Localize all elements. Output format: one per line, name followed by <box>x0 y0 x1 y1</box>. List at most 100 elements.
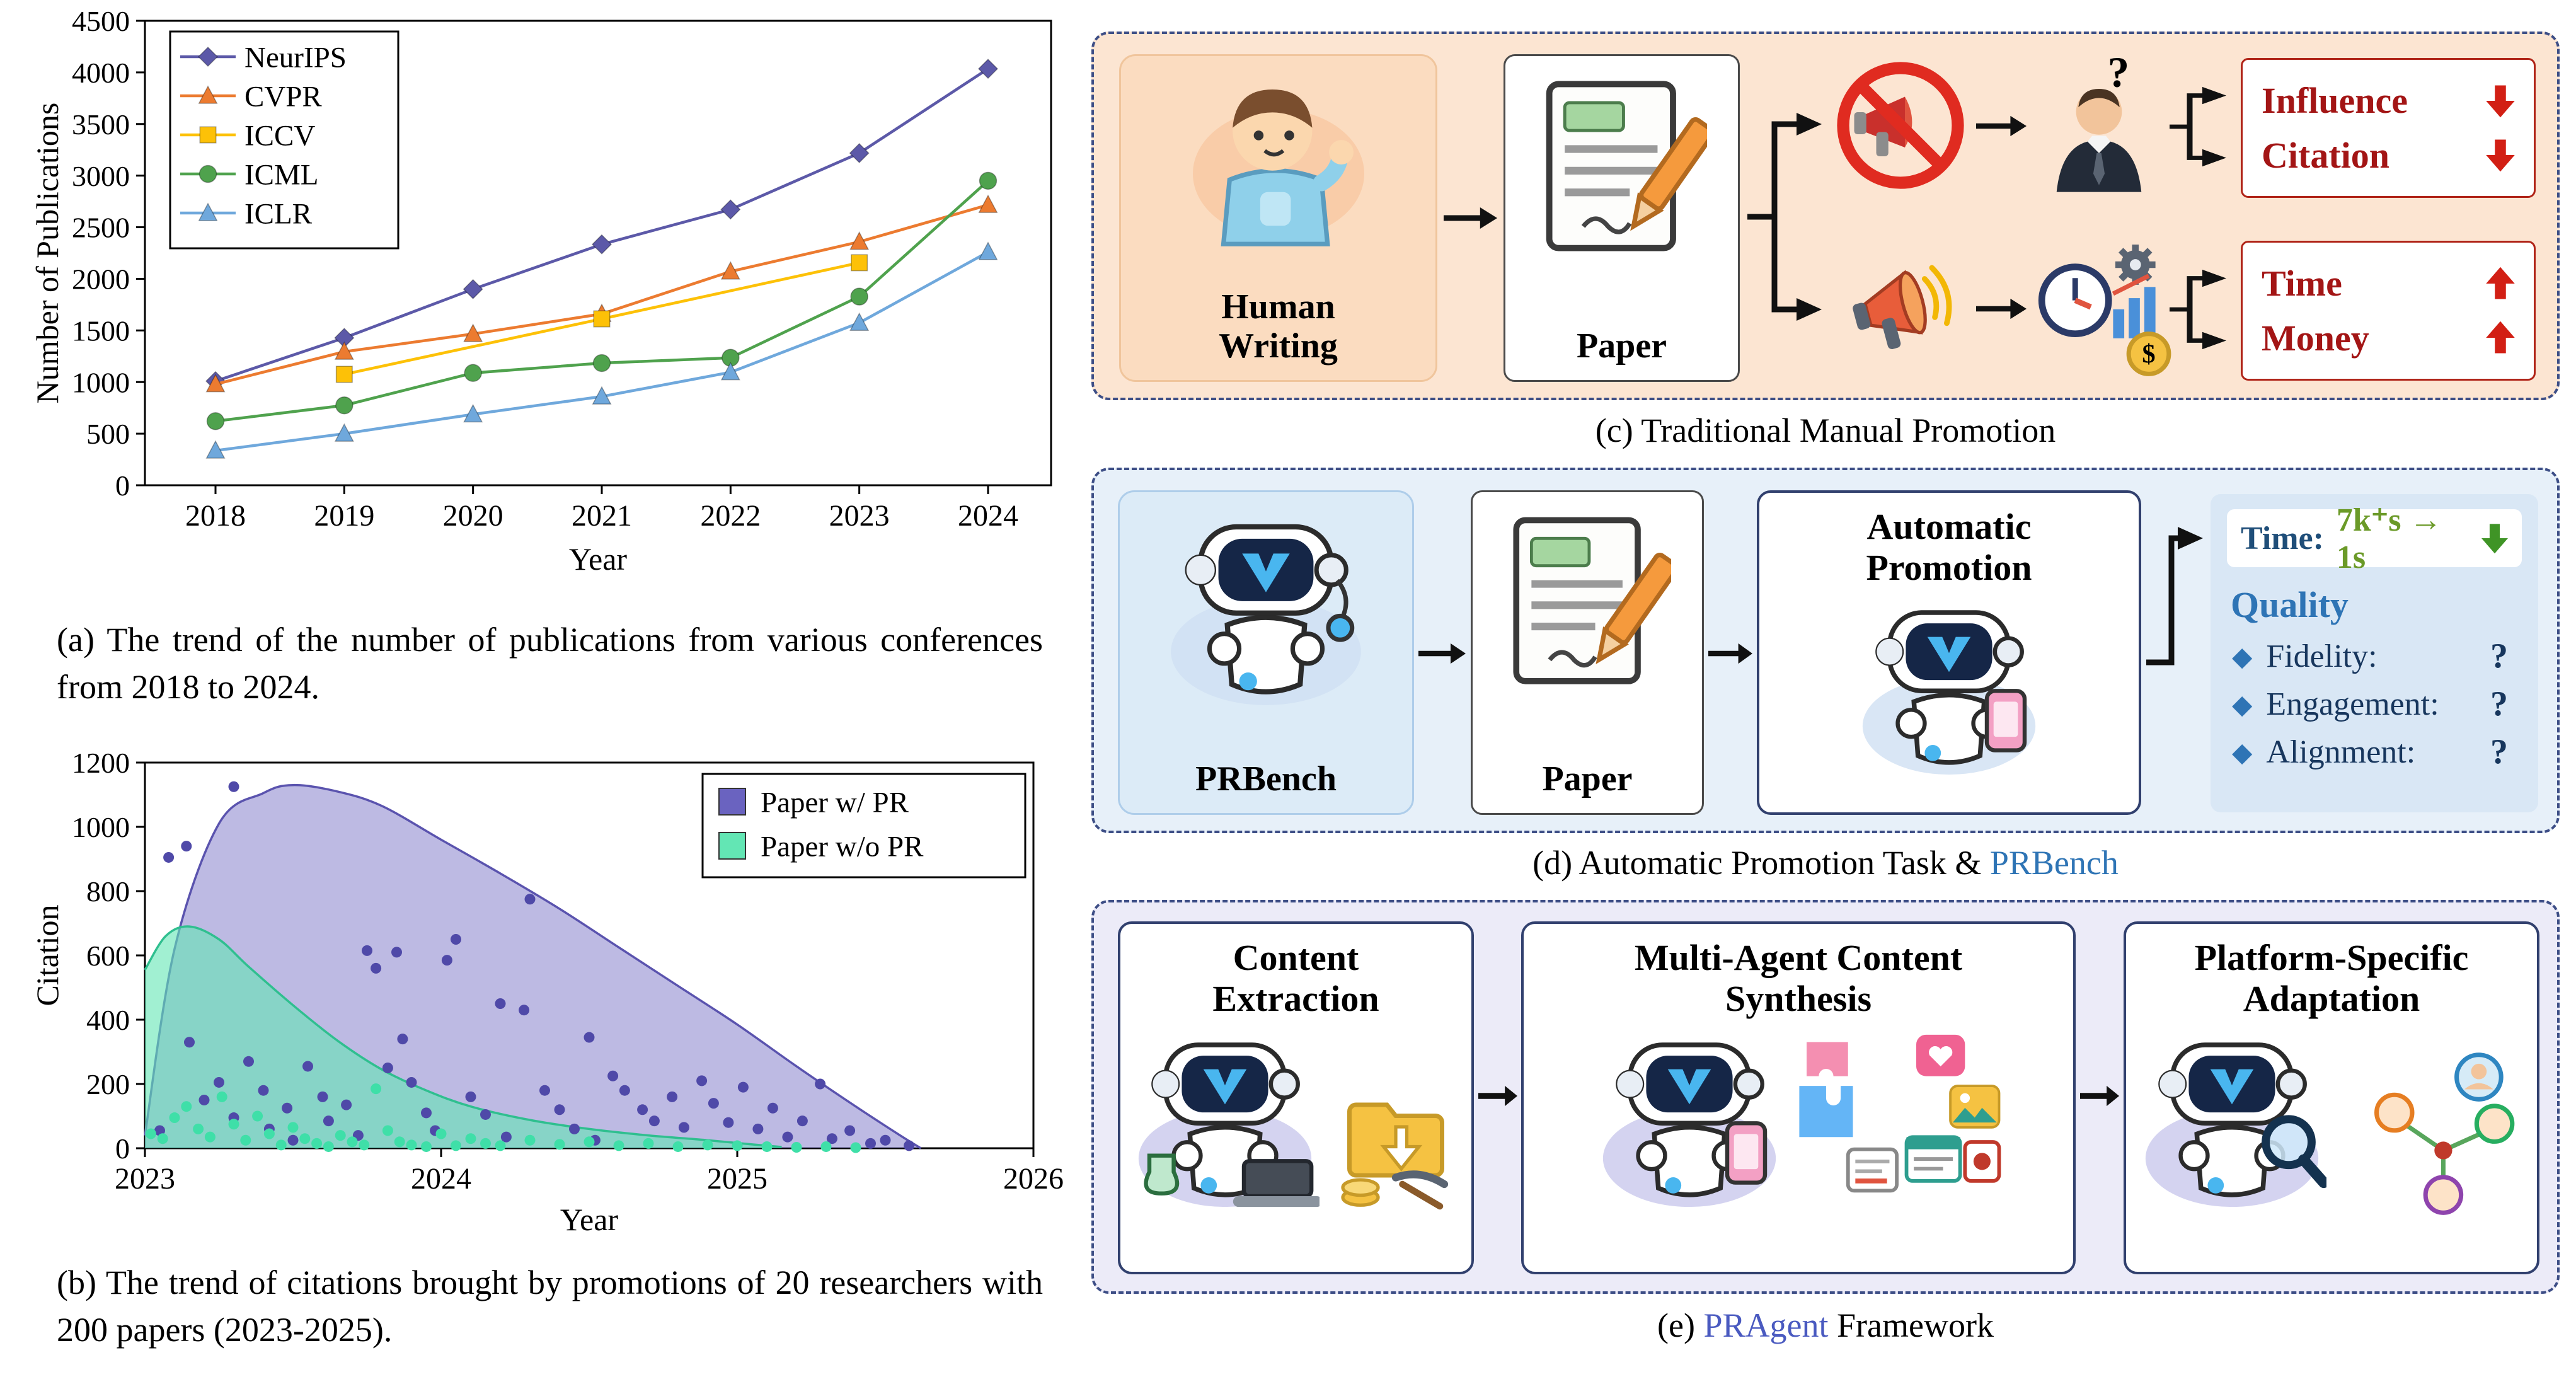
paper-card: Paper <box>1471 490 1704 815</box>
stage-title: Platform-Specific Adaptation <box>2194 937 2469 1019</box>
promotion-robot-icon <box>1854 594 2044 783</box>
svg-text:2025: 2025 <box>707 1162 768 1196</box>
svg-text:2023: 2023 <box>115 1162 175 1196</box>
arrow-right-icon <box>1976 298 2027 320</box>
paper-document-icon <box>1512 517 1671 684</box>
panel-traditional-promotion: Human Writing Paper <box>1091 32 2560 400</box>
svg-text:2020: 2020 <box>443 499 503 533</box>
legend <box>701 773 1026 879</box>
down-arrow-icon <box>2486 85 2515 118</box>
svg-text:2022: 2022 <box>700 499 761 533</box>
paper-card-label: Paper <box>1576 326 1667 366</box>
svg-text:1200: 1200 <box>72 747 130 779</box>
synthesis-robot-icon <box>1595 1026 1784 1215</box>
stage-title: Multi-Agent Content Synthesis <box>1634 937 1963 1019</box>
caption-b: (b) The trend of citations brought by pr… <box>57 1264 1043 1349</box>
no-promotion-icon <box>1837 62 1964 189</box>
svg-text:600: 600 <box>86 940 130 972</box>
businessman-icon: ? <box>2056 52 2142 192</box>
svg-text:0: 0 <box>115 470 130 502</box>
svg-text:2026: 2026 <box>1003 1162 1064 1196</box>
citations-scatter-chart: 0 200 400 600 800 1000 1200 2023 2024 2025 2026 Cit… <box>30 747 1064 1237</box>
svg-text:2024: 2024 <box>958 499 1018 533</box>
stage-title: Content Extraction <box>1212 937 1379 1019</box>
arrow-right-icon <box>1976 115 2027 137</box>
svg-text:?: ? <box>2108 52 2130 96</box>
caption-a: (a) The trend of the number of publicati… <box>57 621 1043 706</box>
outcome-row: Influence <box>2262 79 2515 122</box>
publications-line-chart: 0 500 1000 1500 2000 2500 3000 3500 4000 4500 2018… <box>30 5 1052 577</box>
arrow-right-icon <box>1708 643 1752 664</box>
time-cost-icons: $ <box>2038 245 2171 376</box>
paper-document-icon <box>1546 81 1707 251</box>
quality-item-fidelity: ◆ Fidelity: ? <box>2232 637 2508 676</box>
svg-text:1000: 1000 <box>72 811 130 843</box>
up-arrow-icon <box>2486 267 2515 299</box>
quality-item-alignment: ◆ Alignment: ? <box>2232 732 2508 771</box>
arrow-right-icon <box>1418 643 1466 664</box>
svg-text:0: 0 <box>115 1133 130 1165</box>
svg-text:ICML: ICML <box>244 158 319 191</box>
svg-text:1500: 1500 <box>72 314 130 347</box>
series-ICLR <box>215 250 989 452</box>
arrow-right-icon <box>2080 1085 2119 1107</box>
svg-text:4000: 4000 <box>72 57 130 89</box>
multi-agent-synthesis-card: Multi-Agent Content Synthesis <box>1521 921 2076 1274</box>
human-card-label: Human Writing <box>1219 287 1338 366</box>
caption-c: (c) Traditional Manual Promotion <box>1595 412 2056 449</box>
svg-text:3000: 3000 <box>72 160 130 192</box>
svg-text:200: 200 <box>86 1068 130 1100</box>
adaptation-robot-icon <box>2137 1026 2330 1215</box>
panel-pragent-framework: Content Extraction <box>1091 900 2560 1294</box>
svg-text:2018: 2018 <box>185 499 246 533</box>
svg-text:2019: 2019 <box>314 499 374 533</box>
svg-text:Citation: Citation <box>30 904 65 1006</box>
svg-text:NeurIPS: NeurIPS <box>244 41 347 74</box>
caption-e: (e) PRAgent Framework <box>1657 1306 1994 1344</box>
time-value: 7k⁺s → 1s <box>2336 502 2442 575</box>
diamond-bullet-icon: ◆ <box>2232 688 2253 720</box>
down-arrow-icon <box>2481 524 2508 554</box>
automatic-promotion-card: Automatic Promotion <box>1757 490 2141 815</box>
svg-text:2500: 2500 <box>72 212 130 244</box>
svg-text:1000: 1000 <box>72 366 130 398</box>
outcome-row: Money <box>2262 317 2515 359</box>
paper-card-label: Paper <box>1542 759 1633 799</box>
human-writer-icon <box>1192 89 1364 246</box>
megaphone-icon <box>1853 265 1952 349</box>
up-arrow-icon <box>2486 321 2515 354</box>
outcome-row: Citation <box>2262 134 2515 176</box>
svg-text:Paper w/o PR: Paper w/o PR <box>761 830 924 863</box>
panel-automatic-promotion: PRBench Paper <box>1091 468 2560 833</box>
paper-card: Paper <box>1504 54 1740 382</box>
svg-text:500: 500 <box>86 418 130 450</box>
svg-text:Paper w/ PR: Paper w/ PR <box>761 786 909 819</box>
folder-download-icon <box>1340 1102 1448 1210</box>
svg-text:400: 400 <box>86 1004 130 1036</box>
svg-text:$: $ <box>2142 340 2155 369</box>
caption-d: (d) Automatic Promotion Task & PRBench <box>1532 844 2119 882</box>
svg-text:4500: 4500 <box>72 5 130 37</box>
outcome-row: Time <box>2262 262 2515 304</box>
svg-text:800: 800 <box>86 875 130 908</box>
svg-text:2000: 2000 <box>72 263 130 296</box>
promotion-results-area: Time: 7k⁺s → 1s Quality ◆ Fidelity: ? ◆ … <box>2211 494 2538 812</box>
svg-text:3500: 3500 <box>72 108 130 141</box>
prbench-brand: PRBench <box>1989 844 2119 882</box>
svg-text:CVPR: CVPR <box>244 80 322 113</box>
time-label: Time: <box>2241 520 2324 556</box>
time-result-row: Time: 7k⁺s → 1s <box>2227 502 2522 575</box>
quality-title: Quality <box>2231 584 2349 625</box>
svg-text:Year: Year <box>569 541 627 577</box>
svg-text:2023: 2023 <box>829 499 890 533</box>
svg-text:ICCV: ICCV <box>244 119 315 152</box>
prbench-robot-icon <box>1162 506 1370 714</box>
branch-arrow-icon <box>1747 113 1822 321</box>
pragent-brand: PRAgent <box>1703 1306 1829 1344</box>
extraction-robot-icon <box>1130 1026 1322 1215</box>
platform-adaptation-card: Platform-Specific Adaptation <box>2124 921 2539 1274</box>
down-arrow-icon <box>2486 139 2515 172</box>
prbench-label: PRBench <box>1195 759 1337 799</box>
diamond-bullet-icon: ◆ <box>2232 640 2253 672</box>
